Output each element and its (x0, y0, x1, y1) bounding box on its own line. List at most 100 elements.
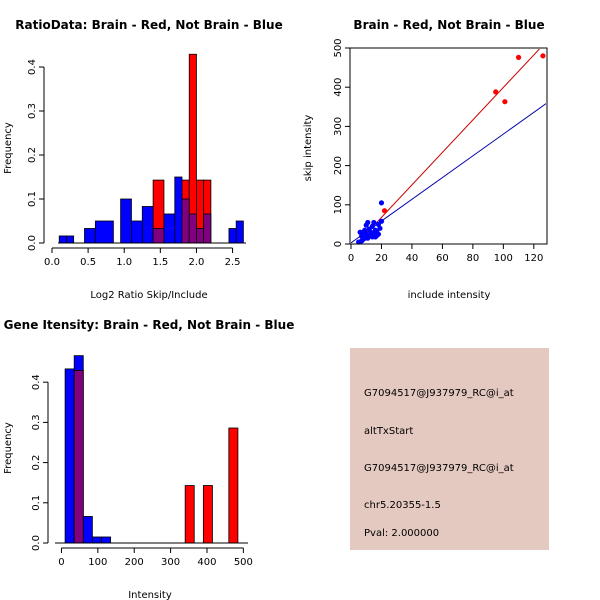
ratio-x-tick-label: 1.5 (152, 257, 168, 268)
gene-histogram: Gene Itensity: Brain - Red, Not Brain - … (3, 318, 294, 600)
scatter-point-not-brain (378, 218, 385, 224)
scatter-point-not-brain (377, 225, 383, 231)
ratio-bar-not-brain (66, 235, 75, 244)
ratio-bar-overlap (181, 198, 190, 244)
ratio-bar-not-brain (163, 213, 176, 244)
gene-x-tick-label: 0 (58, 557, 64, 568)
scatter-ylabel: skip intensity (303, 115, 314, 182)
scatter-point-not-brain (368, 232, 374, 238)
ratio-histogram: RatioData: Brain - Red, Not Brain - Blue… (3, 18, 283, 301)
ratio-x-tick-label: 0.5 (80, 257, 96, 268)
scatter-point-not-brain (378, 200, 385, 206)
scatter-y-tick-label: 100 (333, 195, 344, 214)
ratio-y-tick-label: 0.4 (27, 59, 38, 75)
gene-x-tick-label: 100 (88, 557, 107, 568)
gene-y-tick-label: 0.4 (31, 374, 42, 390)
gene-y-tick-label: 0.2 (31, 455, 42, 471)
scatter-points (351, 49, 546, 245)
scatter-x-tick-label: 100 (494, 253, 513, 264)
info-probe-id: G7094517@J937979_RC@i_at (364, 388, 514, 399)
gene-bar-brain (228, 427, 239, 544)
gene-x-tick-label: 300 (161, 557, 180, 568)
gene-y-tick-label: 0.3 (31, 414, 42, 430)
ratio-x-tick-label: 2.5 (225, 257, 241, 268)
scatter-x-tick-label: 120 (524, 253, 543, 264)
info-panel: G7094517@J937979_RC@i_at altTxStart G709… (350, 348, 549, 550)
scatter-y-tick-label: 300 (333, 117, 344, 136)
scatter-y-tick-label: 200 (333, 156, 344, 175)
scatter-fit-line-not-brain (351, 103, 546, 243)
scatter-point-not-brain (375, 231, 382, 237)
scatter-x-tick-label: 20 (375, 253, 388, 264)
scatter-point-brain (493, 89, 499, 95)
gene-bar-overlap (73, 370, 84, 544)
scatter-x-tick-label: 0 (348, 253, 354, 264)
info-location: chr5.20355-1.5 (364, 500, 441, 511)
info-probe-id-2: G7094517@J937979_RC@i_at (364, 463, 514, 474)
scatter-y-tick-label: 400 (333, 78, 344, 97)
gene-bar-brain (202, 485, 213, 544)
ratio-y-tick-label: 0.3 (27, 103, 38, 119)
scatter-x-tick-label: 60 (436, 253, 449, 264)
ratio-y-tick-label: 0.2 (27, 147, 38, 163)
scatter-x-axis: 0 20 40 60 80 100 120 (348, 243, 543, 264)
gene-x-tick-label: 200 (125, 557, 144, 568)
ratio-x-axis: 0.0 0.5 1.0 1.5 2.0 2.5 (44, 247, 241, 268)
scatter-x-tick-label: 80 (467, 253, 480, 264)
gene-bars (64, 355, 239, 544)
ratio-bar-not-brain (141, 206, 154, 244)
intensity-scatter: Brain - Red, Not Brain - Blue 0 20 40 60 80 1… (303, 18, 548, 301)
ratio-x-tick-label: 1.0 (116, 257, 132, 268)
scatter-point-brain (515, 54, 522, 61)
info-pval: Pval: 2.000000 (364, 528, 439, 539)
scatter-point-brain (502, 99, 508, 105)
gene-x-axis: 0 100 200 300 400 500 (58, 547, 253, 568)
scatter-y-axis: 0 100 200 300 400 500 (333, 38, 351, 247)
ratio-title: RatioData: Brain - Red, Not Brain - Blue (15, 18, 282, 32)
ratio-bar-overlap (152, 228, 165, 244)
scatter-point-not-brain (359, 238, 365, 244)
ratio-bar-not-brain (235, 220, 244, 244)
scatter-xlabel: include intensity (408, 290, 491, 301)
ratio-bar-overlap (196, 228, 205, 244)
ratio-bar-not-brain (84, 228, 96, 244)
ratio-bar-not-brain (174, 176, 183, 244)
gene-bar-brain (184, 485, 195, 544)
ratio-x-tick-label: 2.0 (188, 257, 204, 268)
scatter-y-tick-label: 0 (333, 241, 344, 247)
scatter-point-brain (381, 208, 388, 214)
gene-x-tick-label: 400 (197, 557, 216, 568)
gene-bar-not-brain (82, 516, 93, 544)
scatter-point-not-brain (362, 227, 368, 233)
gene-bar-not-brain (91, 536, 102, 544)
info-event-type: altTxStart (364, 426, 413, 437)
scatter-x-tick-label: 40 (406, 253, 419, 264)
ratio-bar-overlap (188, 213, 197, 244)
gene-y-tick-label: 0.1 (31, 495, 42, 511)
ratio-bar-overlap (203, 213, 212, 244)
scatter-point-not-brain (365, 219, 371, 226)
gene-bar-not-brain (64, 368, 75, 544)
scatter-point-not-brain (371, 219, 377, 226)
ratio-bar-not-brain (58, 235, 67, 244)
ratio-y-tick-label: 0.1 (27, 191, 38, 207)
gene-y-axis: 0.0 0.1 0.2 0.3 0.4 (31, 374, 49, 551)
gene-y-tick-label: 0.0 (31, 535, 42, 551)
scatter-point-not-brain (369, 223, 375, 229)
scatter-y-tick-label: 500 (333, 38, 344, 57)
ratio-y-axis: 0.0 0.1 0.2 0.3 0.4 (27, 59, 45, 251)
ratio-bar-not-brain (120, 198, 132, 244)
info-panel-background (350, 348, 549, 550)
gene-bar-not-brain (73, 355, 84, 371)
scatter-point-brain (540, 53, 546, 59)
ratio-bar-not-brain (94, 220, 114, 244)
ratio-xlabel: Log2 Ratio Skip/Include (90, 290, 207, 301)
gene-xlabel: Intensity (128, 590, 172, 600)
ratio-x-tick-label: 0.0 (44, 257, 60, 268)
ratio-bars (58, 53, 244, 244)
ratio-ylabel: Frequency (3, 122, 14, 174)
gene-bar-not-brain (101, 536, 111, 544)
gene-x-tick-label: 500 (234, 557, 253, 568)
gene-title: Gene Itensity: Brain - Red, Not Brain - … (4, 318, 295, 332)
